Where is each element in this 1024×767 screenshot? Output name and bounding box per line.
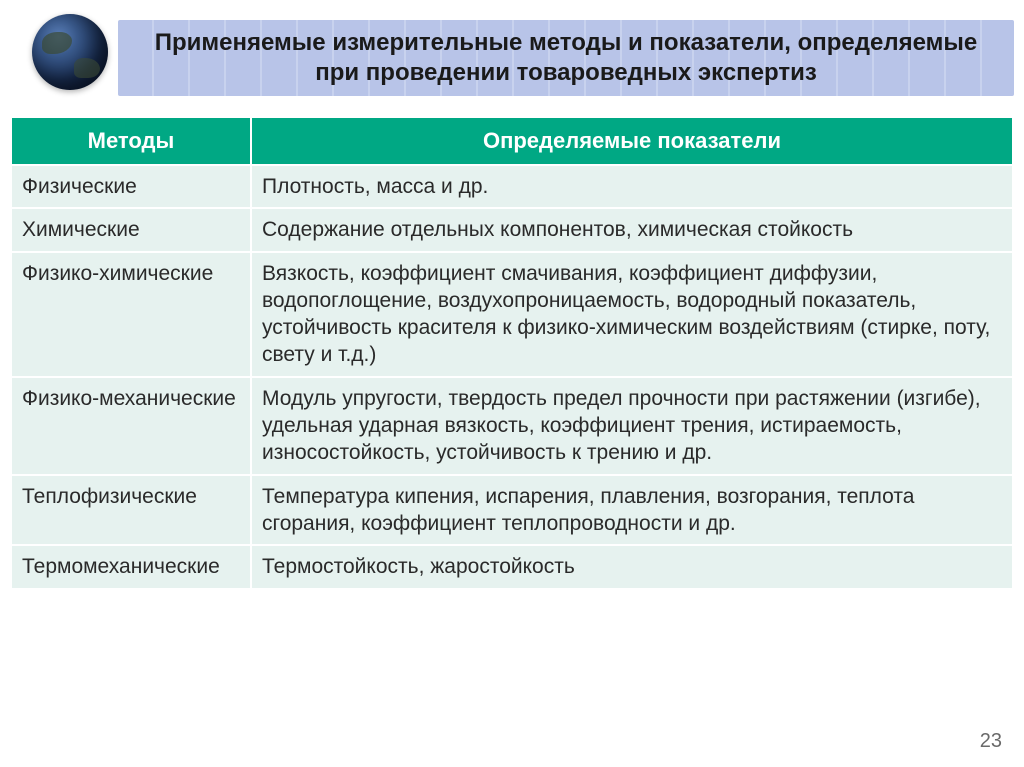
cell-indicators: Температура кипения, испарения, плавлени… bbox=[251, 475, 1013, 546]
cell-method: Химические bbox=[11, 208, 251, 251]
cell-method: Физические bbox=[11, 165, 251, 208]
table-container: Методы Определяемые показатели Физически… bbox=[0, 110, 1024, 590]
methods-table: Методы Определяемые показатели Физически… bbox=[10, 116, 1014, 590]
table-row: Физико-механические Модуль упругости, тв… bbox=[11, 377, 1013, 475]
cell-indicators: Вязкость, коэффициент смачивания, коэффи… bbox=[251, 252, 1013, 377]
col-header-indicators: Определяемые показатели bbox=[251, 117, 1013, 165]
cell-method: Физико-механические bbox=[11, 377, 251, 475]
cell-indicators: Термостойкость, жаростойкость bbox=[251, 545, 1013, 588]
title-banner: Применяемые измерительные методы и показ… bbox=[118, 20, 1014, 96]
cell-method: Термомеханические bbox=[11, 545, 251, 588]
table-row: Теплофизические Температура кипения, исп… bbox=[11, 475, 1013, 546]
cell-method: Физико-химические bbox=[11, 252, 251, 377]
cell-method: Теплофизические bbox=[11, 475, 251, 546]
table-row: Физические Плотность, масса и др. bbox=[11, 165, 1013, 208]
table-row: Физико-химические Вязкость, коэффициент … bbox=[11, 252, 1013, 377]
cell-indicators: Плотность, масса и др. bbox=[251, 165, 1013, 208]
table-header-row: Методы Определяемые показатели bbox=[11, 117, 1013, 165]
page-number: 23 bbox=[980, 730, 1002, 753]
table-row: Химические Содержание отдельных компонен… bbox=[11, 208, 1013, 251]
table-row: Термомеханические Термостойкость, жарост… bbox=[11, 545, 1013, 588]
globe-icon bbox=[32, 14, 108, 90]
col-header-methods: Методы bbox=[11, 117, 251, 165]
slide-title: Применяемые измерительные методы и показ… bbox=[136, 28, 996, 88]
slide-header: Применяемые измерительные методы и показ… bbox=[0, 0, 1024, 110]
cell-indicators: Содержание отдельных компонентов, химиче… bbox=[251, 208, 1013, 251]
cell-indicators: Модуль упругости, твердость предел прочн… bbox=[251, 377, 1013, 475]
